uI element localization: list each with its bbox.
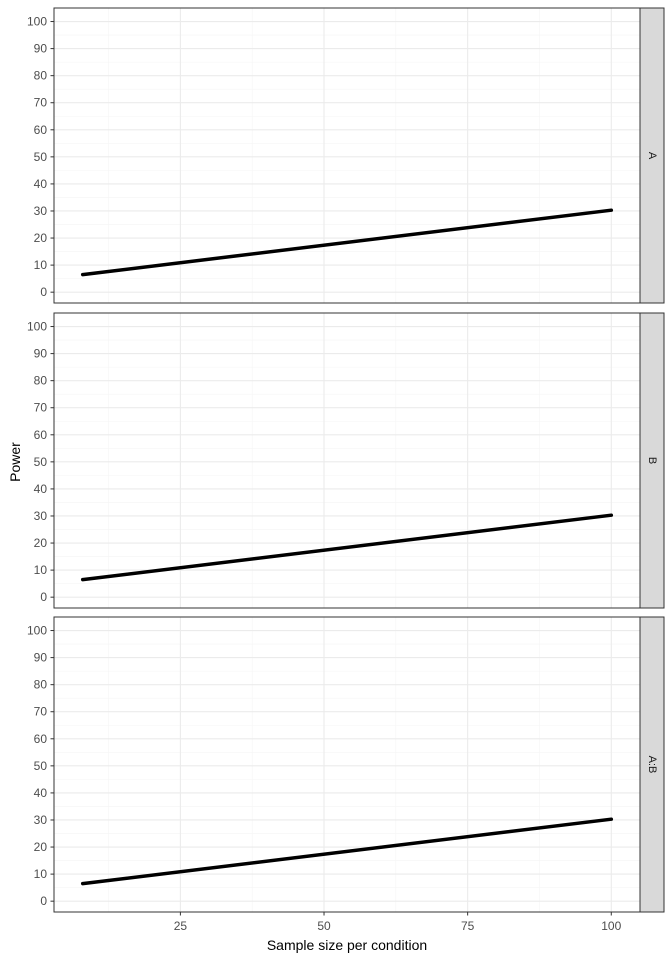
panel-background-2 [54,313,640,608]
facet-label-3: A:B [646,756,658,774]
y-tick-label: 60 [34,732,48,746]
x-tick-label: 50 [317,919,331,933]
y-tick-label: 0 [40,590,47,604]
y-tick-label: 10 [34,563,48,577]
x-tick-label: 75 [461,919,475,933]
y-tick-label: 20 [34,231,48,245]
x-tick-label: 100 [601,919,621,933]
y-tick-label: 90 [34,347,48,361]
y-tick-label: 80 [34,678,48,692]
x-axis-title: Sample size per condition [267,937,427,953]
y-tick-label: 40 [34,177,48,191]
power-line-1 [80,208,614,277]
y-tick-label: 60 [34,428,48,442]
y-tick-label: 50 [34,759,48,773]
y-tick-label: 100 [27,15,47,29]
y-tick-label: 100 [27,624,47,638]
panel-background-3 [54,617,640,912]
y-tick-label: 70 [34,401,48,415]
facet-strip-3 [639,616,665,913]
y-tick-label: 70 [34,705,48,719]
y-tick-label: 30 [34,204,48,218]
y-tick-label: 60 [34,123,48,137]
facet-label-1: A [646,152,658,160]
y-tick-label: 30 [34,509,48,523]
y-tick-label: 40 [34,786,48,800]
y-tick-label: 10 [34,258,48,272]
x-tick-label: 25 [174,919,188,933]
y-tick-label: 20 [34,536,48,550]
y-tick-label: 90 [34,42,48,56]
power-line-2 [80,513,614,582]
y-tick-label: 70 [34,96,48,110]
panel-background-1 [54,8,640,303]
y-tick-label: 30 [34,813,48,827]
y-tick-label: 20 [34,840,48,854]
y-tick-label: 100 [27,320,47,334]
facet-label-2: B [646,457,658,464]
y-tick-label: 50 [34,455,48,469]
power-line-3 [80,817,614,886]
y-tick-label: 90 [34,651,48,665]
y-tick-label: 80 [34,69,48,83]
y-tick-label: 50 [34,150,48,164]
facet-strip-1 [639,7,665,304]
y-tick-label: 0 [40,894,47,908]
facet-strip-2 [639,312,665,609]
y-tick-label: 0 [40,285,47,299]
y-tick-label: 10 [34,867,48,881]
y-tick-label: 40 [34,482,48,496]
y-tick-label: 80 [34,374,48,388]
y-axis-title: Power [7,442,23,482]
